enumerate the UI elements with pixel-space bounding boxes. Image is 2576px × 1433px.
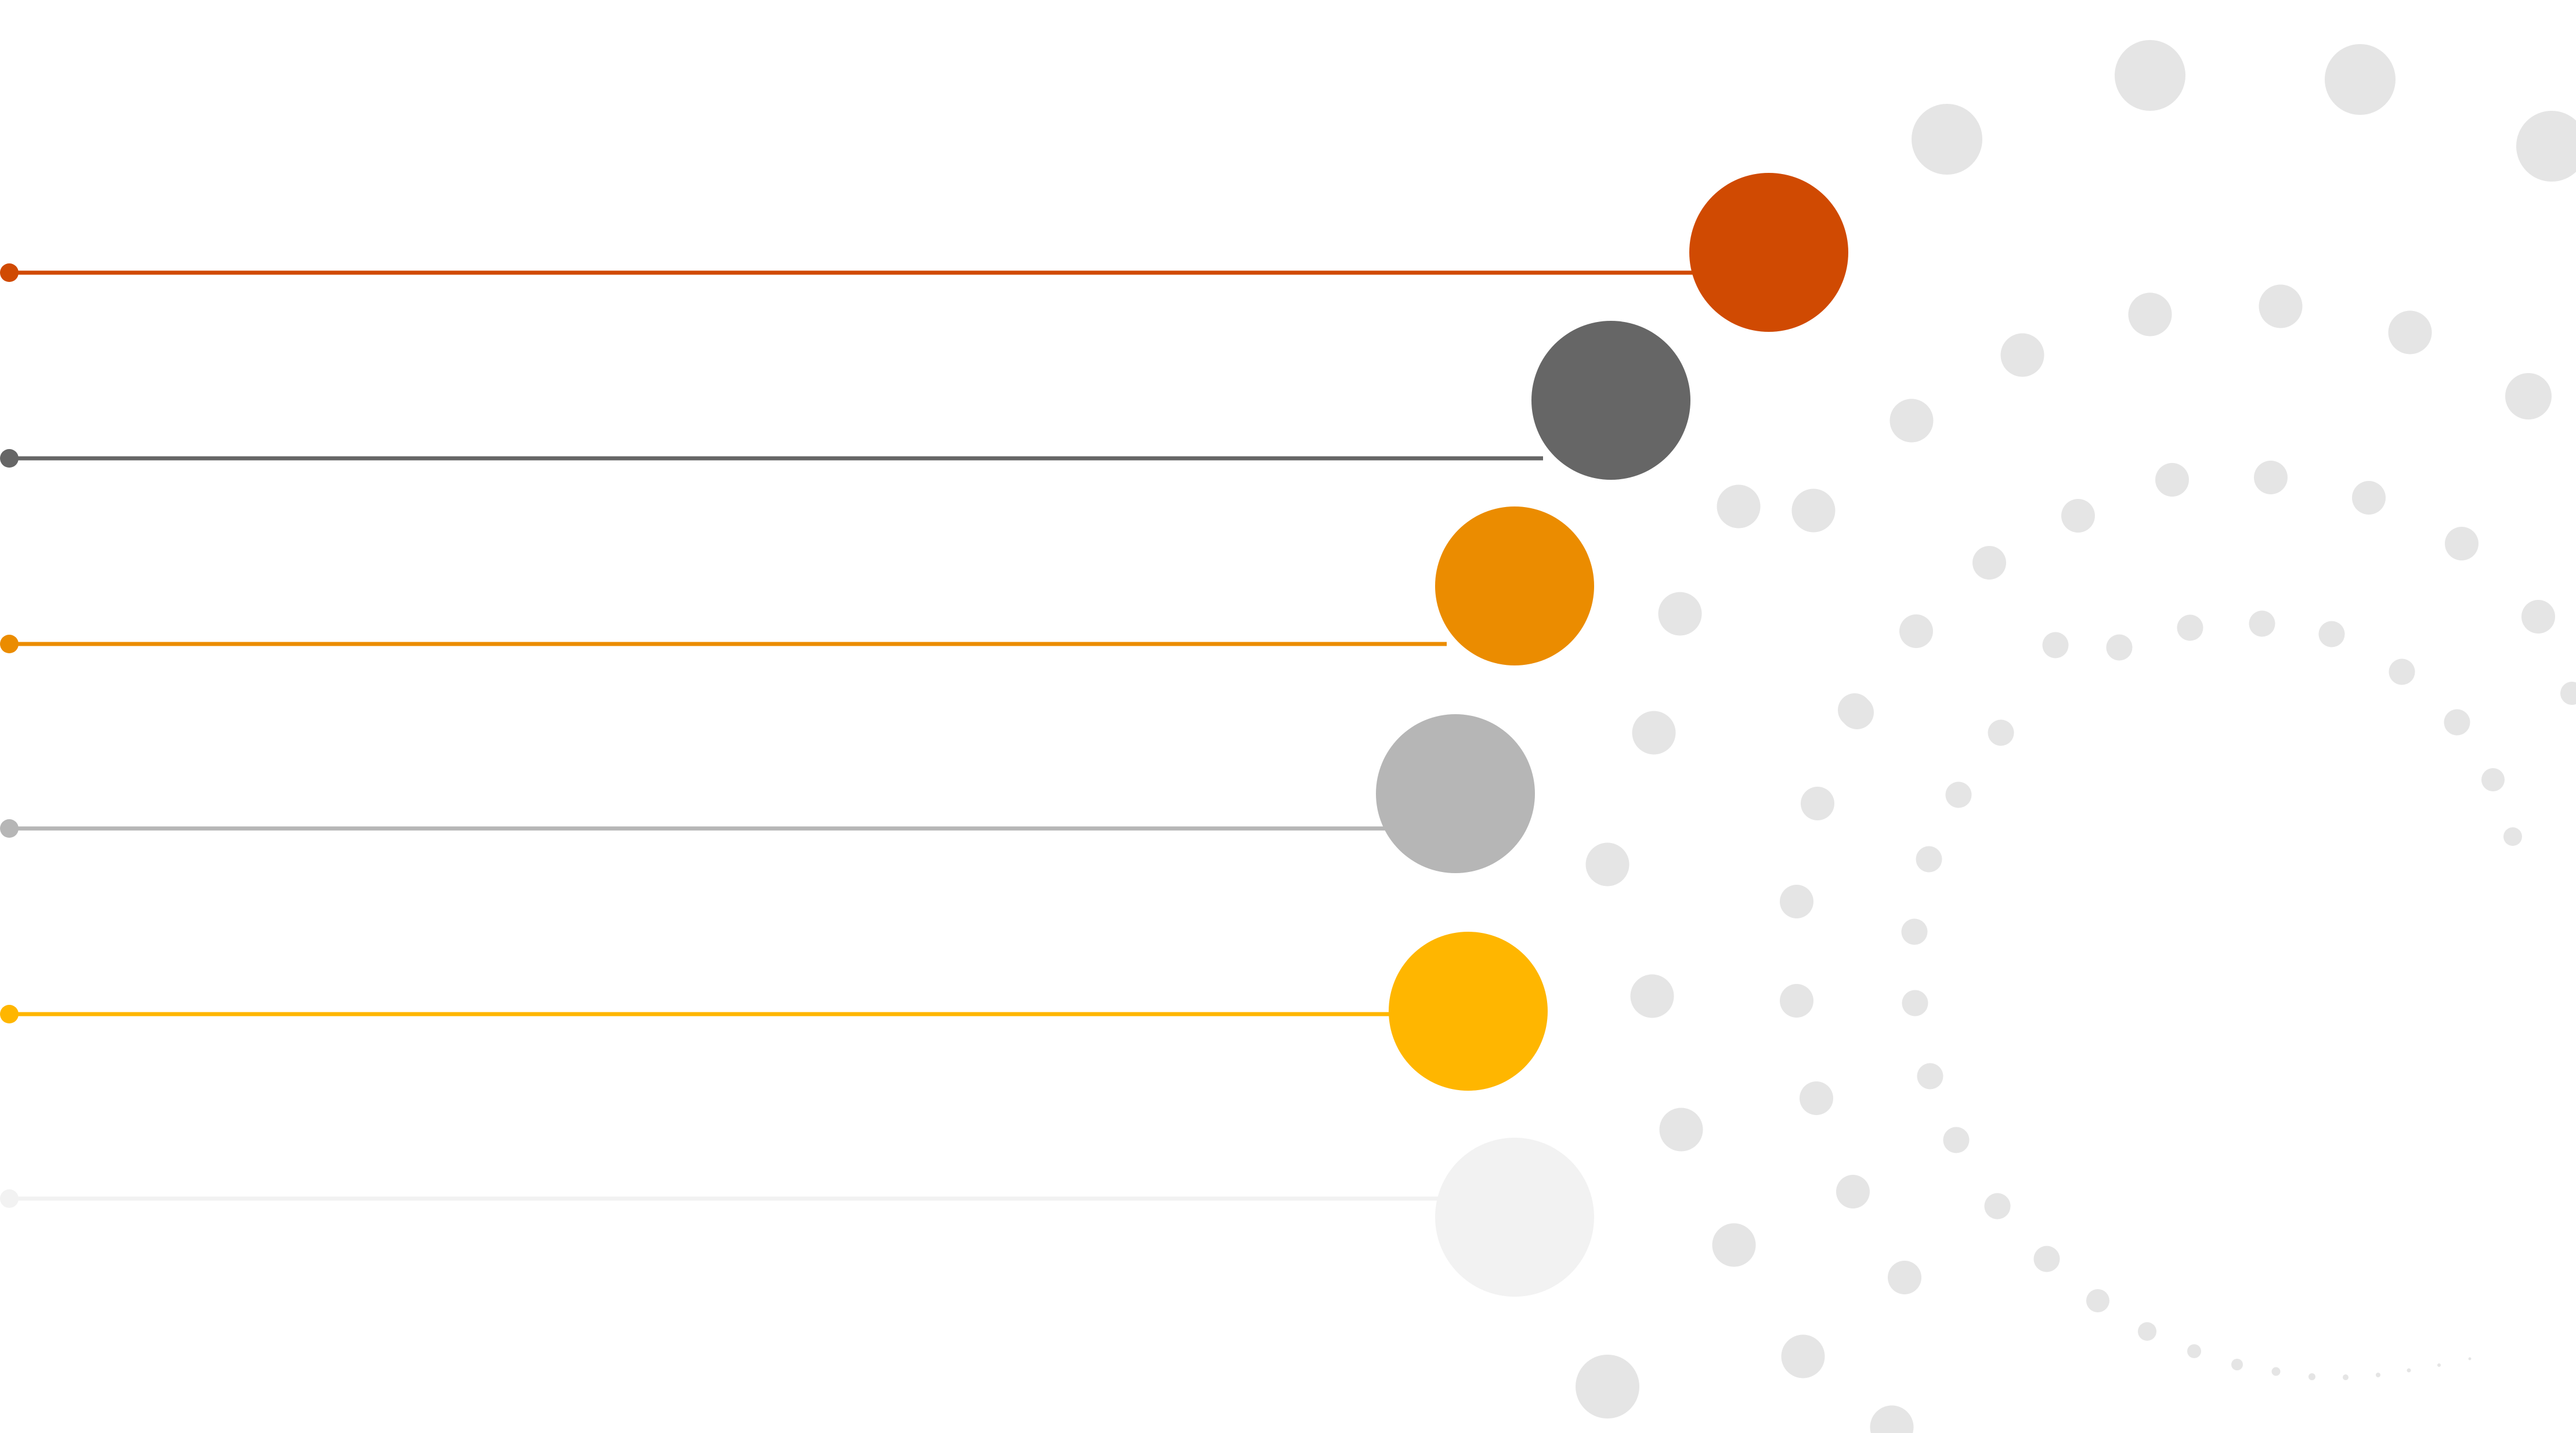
connector-start-dot xyxy=(0,635,19,653)
pattern-dot xyxy=(1632,711,1676,755)
pattern-dot xyxy=(2155,463,2189,497)
pattern-dot xyxy=(2271,1367,2281,1376)
item-rows xyxy=(0,173,1848,1297)
dotted-arc-pattern xyxy=(1576,40,2576,1433)
item-1 xyxy=(0,173,1848,332)
pattern-dot xyxy=(1659,1108,1703,1152)
pattern-dot xyxy=(2388,310,2432,354)
pattern-dot xyxy=(2376,1373,2380,1377)
pattern-dot xyxy=(2445,527,2479,560)
item-circle xyxy=(1435,1138,1594,1297)
pattern-dot xyxy=(2521,600,2555,634)
pattern-dot xyxy=(2086,1289,2109,1312)
pattern-dot xyxy=(1972,546,2006,580)
pattern-dot xyxy=(2115,40,2185,111)
item-2 xyxy=(0,321,1690,480)
pattern-dot xyxy=(2249,610,2275,637)
pattern-dot xyxy=(2318,621,2345,647)
pattern-dot xyxy=(2444,709,2470,736)
pattern-dot xyxy=(2177,614,2203,641)
pattern-dot xyxy=(2516,111,2576,182)
item-5 xyxy=(0,932,1548,1091)
pattern-dot xyxy=(1791,488,1836,533)
pattern-dot xyxy=(2325,44,2396,115)
pattern-dot xyxy=(1901,918,1928,945)
pattern-dot xyxy=(2000,333,2044,377)
pattern-dot xyxy=(1780,984,1813,1018)
pattern-dot xyxy=(2259,284,2303,328)
pattern-dot xyxy=(2128,292,2172,336)
pattern-dot xyxy=(2505,373,2552,419)
pattern-dot xyxy=(1630,974,1674,1018)
pattern-dot xyxy=(1902,990,1928,1016)
pattern-dot xyxy=(2468,1357,2472,1360)
pattern-dot xyxy=(1916,846,1942,873)
pattern-dot xyxy=(2308,1373,2315,1380)
pattern-dot xyxy=(2343,1374,2349,1380)
pattern-dot xyxy=(1576,1355,1639,1418)
pattern-dot xyxy=(1800,1081,1833,1115)
pattern-dot xyxy=(1585,842,1630,886)
pattern-dot xyxy=(2437,1363,2441,1367)
pattern-dot xyxy=(2503,827,2522,846)
pattern-dot xyxy=(1712,1223,1756,1267)
pattern-dot xyxy=(1801,787,1834,820)
item-circle xyxy=(1531,321,1690,480)
pattern-dot xyxy=(1945,781,1972,808)
pattern-dot xyxy=(2061,499,2095,533)
item-3 xyxy=(0,506,1594,665)
pattern-dot xyxy=(2033,1246,2060,1272)
pattern-dot xyxy=(1943,1127,1970,1153)
item-6 xyxy=(0,1138,1594,1297)
pattern-dot xyxy=(1781,1334,1825,1378)
pattern-dot xyxy=(2389,658,2415,685)
connector-start-dot xyxy=(0,449,19,468)
pattern-dot xyxy=(1658,592,1702,636)
pattern-dot xyxy=(2042,632,2069,658)
pattern-dot xyxy=(1899,614,1933,648)
pattern-dot xyxy=(2560,682,2576,705)
connector-start-dot xyxy=(0,1005,19,1023)
pattern-dot xyxy=(2231,1359,2243,1370)
pattern-dot xyxy=(2481,768,2505,791)
pattern-dot xyxy=(1889,399,1934,443)
pattern-dot xyxy=(2352,481,2386,515)
pattern-dot xyxy=(2106,634,2133,661)
pattern-dot xyxy=(1838,693,1872,727)
item-circle xyxy=(1376,714,1535,873)
pattern-dot xyxy=(2187,1344,2201,1358)
pattern-dot xyxy=(1917,1063,1943,1090)
pattern-dot xyxy=(1836,1175,1870,1208)
pattern-dot xyxy=(1984,1193,2011,1220)
item-circle xyxy=(1389,932,1548,1091)
connector-start-dot xyxy=(0,819,19,838)
pattern-dot xyxy=(1870,1405,1914,1433)
pattern-dot xyxy=(1988,719,2014,746)
pattern-dot xyxy=(2407,1368,2411,1373)
connector-start-dot xyxy=(0,263,19,282)
pattern-dot xyxy=(2138,1322,2156,1341)
pattern-dot xyxy=(1717,484,1761,529)
pattern-dot xyxy=(1912,104,1982,175)
pattern-dot xyxy=(1780,885,1813,918)
pattern-dot xyxy=(1888,1261,1921,1294)
item-circle xyxy=(1435,506,1594,665)
connector-start-dot xyxy=(0,1189,19,1208)
pattern-dot xyxy=(2254,461,2288,494)
item-circle xyxy=(1689,173,1848,332)
item-4 xyxy=(0,714,1535,873)
